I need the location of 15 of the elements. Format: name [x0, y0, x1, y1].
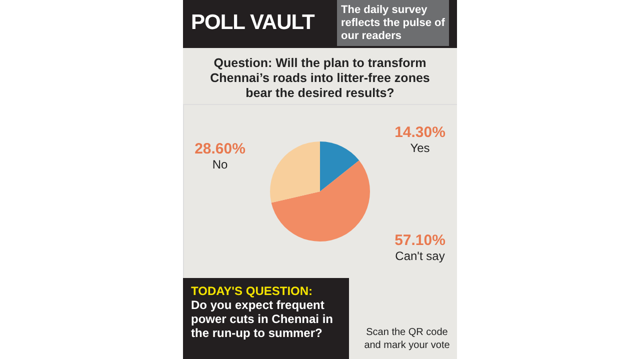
- data-label: 57.10%: [394, 232, 446, 250]
- text: Scan the QR code and mark your vote: [363, 326, 451, 352]
- text: TODAY'S QUESTION:: [191, 284, 314, 298]
- data-label: 28.60%: [194, 140, 246, 158]
- text: Question: Will the plan to transform Chennai’s roads into litter-free zones bear the desired results?: [209, 56, 431, 101]
- slice-label: Yes: [410, 140, 430, 155]
- pie-slice: [271, 160, 370, 242]
- pie-slice: [270, 142, 320, 203]
- chart-title: POLL VAULT: [191, 11, 314, 35]
- chart-subtitle: The daily survey reflects the pulse of our readers: [337, 0, 449, 46]
- slice-label: No: [212, 158, 228, 172]
- data-label: 14.30%: [394, 124, 446, 141]
- text: Do you expect frequent power cuts in Chennai in the run-up to summer?: [191, 298, 334, 340]
- slice-label: Can't say: [395, 249, 445, 264]
- pie-slice: [320, 142, 360, 192]
